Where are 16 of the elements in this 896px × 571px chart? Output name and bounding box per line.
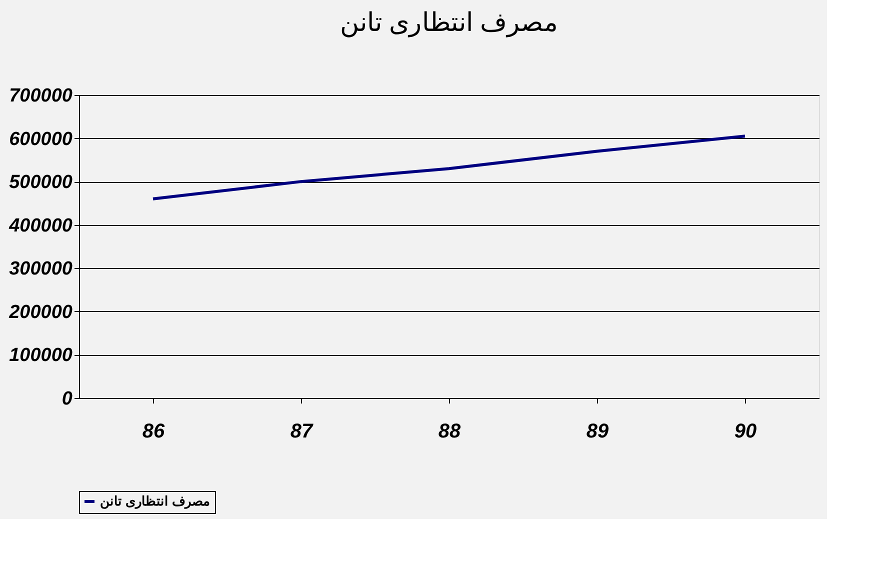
y-tick-label: 400000: [8, 215, 73, 236]
y-tick-label: 700000: [9, 86, 73, 106]
x-tick-label: 89: [586, 420, 610, 442]
chart-title: مصرف انتظاری تانن: [340, 7, 558, 38]
x-tick-label: 88: [438, 420, 462, 442]
x-tick-label: 90: [734, 420, 757, 442]
y-tick-label: 200000: [8, 302, 73, 323]
y-tick-label: 500000: [9, 172, 73, 194]
x-tick-label: 87: [290, 420, 314, 442]
y-tick-label: 600000: [9, 128, 73, 150]
y-tick-label: 100000: [9, 345, 73, 366]
x-tick-label: 86: [142, 420, 166, 442]
y-tick-label: 0: [62, 388, 73, 410]
line-series: [152, 134, 746, 200]
legend-label: مصرف انتظاری تانن: [100, 494, 210, 510]
y-tick-label: 300000: [9, 258, 73, 280]
